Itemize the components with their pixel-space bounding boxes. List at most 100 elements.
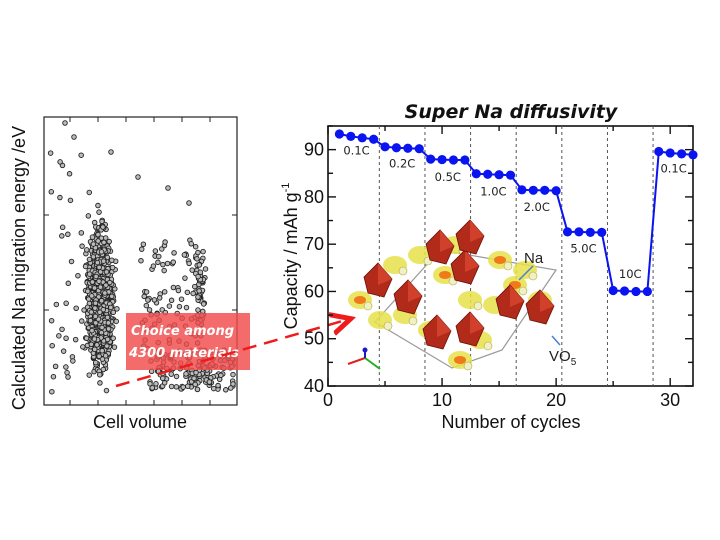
scatter-point	[106, 238, 112, 245]
scatter-point	[109, 257, 115, 264]
scatter-point	[195, 294, 201, 300]
scatter-point	[194, 256, 200, 262]
na-label: Na	[524, 250, 544, 267]
y-tick-label: 80	[304, 187, 324, 207]
isosurface-core	[454, 356, 466, 364]
y-axis-label-sup: -1	[280, 183, 292, 193]
rate-label: 2.0C	[524, 200, 550, 214]
data-point	[483, 169, 493, 179]
scatter-point	[149, 385, 156, 391]
scatter-point	[102, 290, 108, 296]
scatter-point	[50, 373, 57, 380]
vo5-polyhedron-face	[510, 285, 524, 307]
scatter-point	[101, 239, 107, 246]
scatter-point	[67, 197, 74, 204]
scatter-point	[171, 250, 177, 256]
scatter-point	[99, 356, 106, 362]
scatter-point	[96, 264, 102, 271]
scatter-point	[141, 293, 147, 300]
scatter-point	[138, 246, 145, 252]
scatter-point	[188, 241, 194, 247]
rate-label: 5.0C	[570, 242, 596, 256]
scatter-point	[100, 258, 107, 264]
na-atom	[463, 361, 473, 371]
y-tick-label: 40	[304, 376, 324, 396]
data-point	[380, 142, 390, 152]
data-point	[642, 286, 652, 297]
scatter-point	[60, 348, 67, 354]
x-ticks: 0 10 20 30	[323, 126, 680, 410]
scatter-point	[91, 219, 98, 226]
vo5-polyhedron-face	[470, 312, 484, 334]
crystal-structure-inset: Na VO5	[347, 219, 577, 371]
scatter-point	[52, 363, 59, 370]
scatter-point	[82, 263, 89, 270]
axes-triad-icon	[347, 347, 381, 370]
scatter-point	[80, 344, 86, 350]
scatter-point	[162, 239, 168, 245]
scatter-point	[65, 374, 71, 380]
scatter-point	[156, 253, 162, 260]
vo5-polyhedron-face	[408, 280, 422, 302]
scatter-point	[63, 364, 69, 370]
scatter-point	[160, 261, 166, 268]
scatter-point	[195, 273, 201, 280]
scatter-point	[66, 171, 73, 177]
scatter-point	[196, 288, 202, 294]
data-point	[608, 285, 618, 296]
scatter-point	[182, 275, 188, 281]
scatter-point	[192, 283, 198, 290]
scatter-point	[97, 309, 103, 315]
scatter-point	[59, 224, 66, 231]
scatter-point	[104, 314, 111, 321]
vo5-polyhedron-face	[378, 263, 392, 285]
data-point	[494, 170, 504, 180]
na-atom	[473, 301, 483, 311]
data-point	[517, 185, 527, 195]
data-point	[597, 227, 607, 237]
scatter-point	[228, 385, 234, 391]
vo5-polyhedron-face	[437, 315, 451, 337]
data-point	[334, 129, 345, 139]
scatter-point	[185, 383, 191, 389]
scatter-point	[62, 120, 68, 126]
y-tick-label: 70	[304, 234, 324, 254]
scatter-point	[168, 371, 174, 377]
scatter-point	[81, 307, 87, 313]
scatter-point	[161, 267, 167, 274]
na-atom	[398, 266, 408, 276]
rate-label: 1.0C	[480, 184, 506, 198]
scatter-point	[92, 305, 98, 311]
na-atom	[408, 316, 418, 326]
scatter-point	[164, 260, 171, 267]
data-point	[357, 133, 367, 143]
scatter-point	[68, 258, 75, 265]
scatter-point	[92, 313, 99, 320]
x-tick-label: 0	[323, 390, 333, 410]
y-ticks: 40 50 60 70 80 90	[304, 125, 693, 396]
scatter-point	[109, 264, 116, 271]
data-point	[676, 149, 687, 159]
scatter-point	[102, 352, 109, 359]
scatter-point	[98, 235, 105, 241]
scatter-point	[168, 297, 175, 304]
data-point	[688, 150, 698, 160]
vo5-pointer	[551, 335, 561, 346]
scatter-point	[84, 247, 90, 253]
scatter-point	[107, 279, 113, 286]
scatter-point	[65, 280, 72, 287]
scatter-point	[48, 317, 55, 324]
scatter-point	[97, 371, 103, 378]
scatter-point	[105, 320, 112, 326]
y-tick-label: 60	[304, 281, 324, 301]
scatter-point	[140, 241, 147, 247]
scatter-point	[93, 320, 99, 326]
callout-line-1: Choice among	[131, 324, 234, 339]
scatter-point	[200, 248, 206, 255]
scatter-point	[181, 252, 188, 258]
scatter-point	[53, 301, 60, 308]
chart-title: Super Na diffusivity	[405, 101, 619, 123]
scatter-point	[98, 249, 105, 255]
scatter-point	[97, 284, 104, 290]
scatter-point	[91, 285, 98, 291]
